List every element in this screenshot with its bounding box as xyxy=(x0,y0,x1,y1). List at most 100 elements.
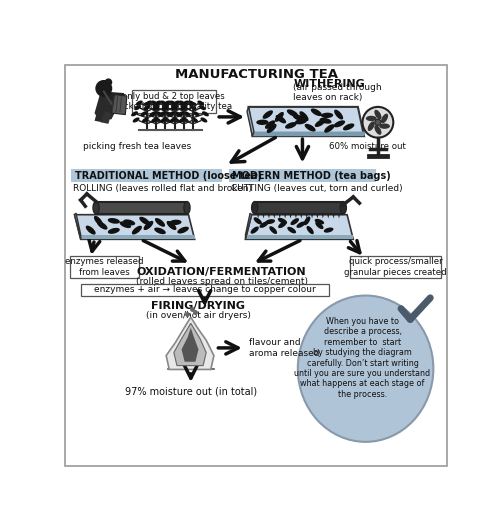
Ellipse shape xyxy=(314,219,324,224)
Bar xyxy=(132,90,216,113)
Circle shape xyxy=(362,107,394,138)
Polygon shape xyxy=(104,91,127,101)
Ellipse shape xyxy=(160,118,168,122)
Ellipse shape xyxy=(178,111,184,117)
Ellipse shape xyxy=(298,296,434,442)
Polygon shape xyxy=(252,132,366,136)
Ellipse shape xyxy=(190,102,196,106)
Bar xyxy=(350,256,441,278)
Ellipse shape xyxy=(170,118,176,122)
Ellipse shape xyxy=(94,216,103,226)
Polygon shape xyxy=(284,214,286,218)
Ellipse shape xyxy=(156,111,162,117)
Text: 97% moisture out (in total): 97% moisture out (in total) xyxy=(124,386,257,396)
Ellipse shape xyxy=(296,222,306,228)
Ellipse shape xyxy=(108,228,120,234)
Ellipse shape xyxy=(172,102,177,106)
Ellipse shape xyxy=(192,111,200,117)
Ellipse shape xyxy=(154,227,166,234)
Ellipse shape xyxy=(155,218,165,227)
Text: (in oven/hot air dryers): (in oven/hot air dryers) xyxy=(146,311,251,320)
Ellipse shape xyxy=(202,111,209,117)
Ellipse shape xyxy=(260,222,268,228)
Ellipse shape xyxy=(152,105,160,110)
Ellipse shape xyxy=(252,202,258,214)
Ellipse shape xyxy=(93,202,99,214)
Text: MODERN METHOD (tea bags): MODERN METHOD (tea bags) xyxy=(232,171,391,181)
Ellipse shape xyxy=(160,100,168,106)
Ellipse shape xyxy=(200,118,207,122)
Ellipse shape xyxy=(180,105,188,110)
Text: MANUFACTURING TEA: MANUFACTURING TEA xyxy=(175,68,338,81)
Polygon shape xyxy=(257,214,260,218)
Ellipse shape xyxy=(343,123,354,130)
Ellipse shape xyxy=(304,216,310,225)
Ellipse shape xyxy=(278,218,287,224)
Ellipse shape xyxy=(300,111,308,121)
Polygon shape xyxy=(300,214,302,218)
Ellipse shape xyxy=(190,105,196,110)
Ellipse shape xyxy=(136,100,142,106)
Polygon shape xyxy=(248,107,364,136)
Text: 60% moisture out: 60% moisture out xyxy=(330,142,406,151)
Polygon shape xyxy=(322,214,324,218)
Ellipse shape xyxy=(171,105,178,110)
Polygon shape xyxy=(112,94,127,114)
Ellipse shape xyxy=(108,218,120,224)
Circle shape xyxy=(104,78,112,86)
Ellipse shape xyxy=(254,217,262,224)
Ellipse shape xyxy=(180,105,188,110)
Ellipse shape xyxy=(162,102,168,106)
Ellipse shape xyxy=(144,102,150,106)
Ellipse shape xyxy=(179,118,186,122)
Ellipse shape xyxy=(179,100,186,106)
Ellipse shape xyxy=(293,114,304,121)
Ellipse shape xyxy=(152,105,160,110)
Polygon shape xyxy=(306,214,308,218)
Polygon shape xyxy=(262,214,264,218)
Ellipse shape xyxy=(374,125,382,135)
Polygon shape xyxy=(247,107,254,136)
Polygon shape xyxy=(311,214,313,218)
Ellipse shape xyxy=(188,100,195,106)
Polygon shape xyxy=(246,235,354,239)
Ellipse shape xyxy=(324,227,334,233)
Ellipse shape xyxy=(265,120,276,129)
Ellipse shape xyxy=(166,221,176,230)
Polygon shape xyxy=(332,214,335,218)
Polygon shape xyxy=(246,213,252,239)
Ellipse shape xyxy=(184,111,190,117)
Ellipse shape xyxy=(151,118,158,122)
Ellipse shape xyxy=(316,222,324,229)
Ellipse shape xyxy=(381,113,388,123)
Ellipse shape xyxy=(262,110,273,119)
Ellipse shape xyxy=(168,111,175,117)
Bar xyxy=(230,169,376,182)
Bar xyxy=(72,169,222,182)
Polygon shape xyxy=(166,317,214,370)
Ellipse shape xyxy=(334,120,345,128)
Ellipse shape xyxy=(144,105,150,110)
Polygon shape xyxy=(94,91,118,121)
Ellipse shape xyxy=(181,102,187,106)
Ellipse shape xyxy=(340,202,346,214)
Ellipse shape xyxy=(131,111,138,117)
Ellipse shape xyxy=(165,111,172,117)
Ellipse shape xyxy=(306,226,314,234)
Ellipse shape xyxy=(170,100,176,106)
Polygon shape xyxy=(94,110,104,122)
Polygon shape xyxy=(338,214,340,218)
Text: When you have to
describe a process,
remember to  start
by studying the diagram
: When you have to describe a process, rem… xyxy=(294,317,430,399)
Polygon shape xyxy=(174,323,206,365)
Ellipse shape xyxy=(379,123,390,129)
Polygon shape xyxy=(80,235,194,239)
Ellipse shape xyxy=(178,227,189,234)
Ellipse shape xyxy=(123,219,135,225)
Ellipse shape xyxy=(256,120,268,125)
Polygon shape xyxy=(295,214,297,218)
Ellipse shape xyxy=(334,110,343,120)
Bar xyxy=(96,202,187,214)
Polygon shape xyxy=(290,214,292,218)
Ellipse shape xyxy=(199,105,206,110)
Ellipse shape xyxy=(250,226,259,234)
